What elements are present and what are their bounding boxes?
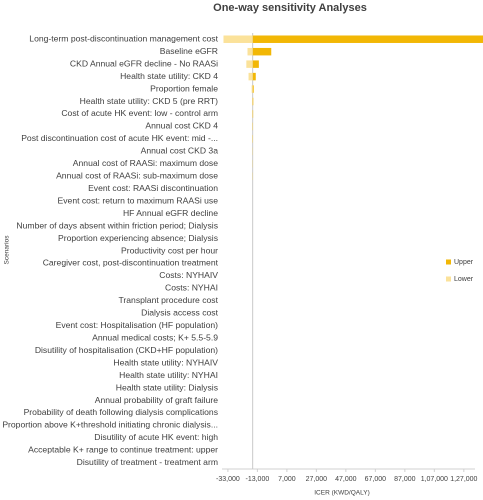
y-axis-title: Scenarios (4, 235, 11, 265)
category-label: Disutility of hospitalisation (CKD+HF po… (35, 345, 218, 355)
category-label: Event cost: RAASi discontinuation (88, 183, 218, 193)
bar (248, 72, 253, 81)
category-label: Event cost: return to maximum RAASi use (58, 195, 219, 205)
category-label: Costs: NYHAIV (159, 270, 218, 280)
category-label: Proportion female (150, 83, 218, 93)
bar (252, 97, 254, 106)
category-label: Health state utility: CKD 5 (pre RRT) (80, 96, 218, 106)
legend-swatch (446, 259, 451, 265)
category-label: Baseline eGFR (160, 46, 218, 56)
category-label: HF Annual eGFR decline (123, 208, 218, 218)
x-tick-label: -33,000 (216, 476, 240, 483)
x-axis-title: ICER (KWD/QALY) (314, 490, 370, 497)
category-label: Acceptable K+ range to continue treatmen… (28, 445, 218, 455)
bar (252, 85, 254, 93)
category-label: Health state utility: CKD 4 (120, 71, 218, 81)
bar (223, 35, 253, 43)
category-label: Health state utility: NYHAI (119, 370, 218, 380)
category-label: Proportion above K+threshold initiating … (2, 420, 218, 430)
category-label: Annual cost of RAASi: sub-maximum dose (56, 171, 218, 181)
category-label: Transplant procedure cost (118, 295, 218, 305)
bar (246, 60, 253, 68)
category-label: Event cost: Hospitalisation (HF populati… (56, 320, 219, 330)
x-tick-label: 47,000 (335, 476, 357, 483)
bar (252, 72, 256, 81)
bar (252, 60, 259, 68)
category-label: Dialysis access cost (141, 308, 218, 318)
x-tick-label: -13,000 (246, 476, 270, 483)
category-label: Proportion experiencing absence; Dialysi… (58, 233, 218, 243)
bar (252, 47, 272, 56)
x-tick-label: 1,07,000 (421, 476, 448, 483)
x-tick-label: 1,27,000 (450, 476, 477, 483)
category-label: Post discontinuation cost of acute HK ev… (21, 133, 218, 143)
category-label: Annual probability of graft failure (95, 395, 218, 405)
category-label: Annual cost CKD 3a (141, 146, 219, 156)
x-tick-label: 67,000 (365, 476, 387, 483)
category-label: Annual cost CKD 4 (145, 121, 218, 131)
bar (252, 97, 253, 106)
legend-label: Upper (454, 259, 474, 266)
x-tick-label: 27,000 (306, 476, 328, 483)
legend-label: Lower (454, 276, 474, 283)
bar (251, 85, 253, 93)
category-label: Long-term post-discontinuation managemen… (29, 33, 218, 43)
legend-swatch (446, 276, 451, 282)
x-tick-label: 87,000 (394, 476, 416, 483)
category-label: Disutility of acute HK event: high (94, 432, 218, 442)
category-label: CKD Annual eGFR decline - No RAASi (70, 58, 218, 68)
category-label: Costs: NYHAI (165, 283, 218, 293)
category-label: Health state utility: Dialysis (116, 382, 218, 392)
category-label: Caregiver cost, post-discontinuation tre… (43, 258, 219, 268)
category-label: Annual medical costs; K+ 5.5-5.9 (92, 332, 218, 342)
bar (252, 35, 483, 43)
category-label: Productivity cost per hour (121, 245, 218, 255)
bar (247, 47, 253, 56)
x-tick-label: 7,000 (278, 476, 296, 483)
category-label: Number of days absent within friction pe… (16, 220, 218, 230)
category-label: Annual cost of RAASi: maximum dose (73, 158, 218, 168)
category-label: Disutility of treatment - treatment arm (77, 457, 218, 467)
category-label: Health state utility: NYHAIV (113, 357, 218, 367)
category-label: Cost of acute HK event: low - control ar… (61, 108, 218, 118)
chart-title: One-way sensitivity Analyses (213, 2, 367, 14)
category-label: Probability of death following dialysis … (24, 407, 218, 417)
